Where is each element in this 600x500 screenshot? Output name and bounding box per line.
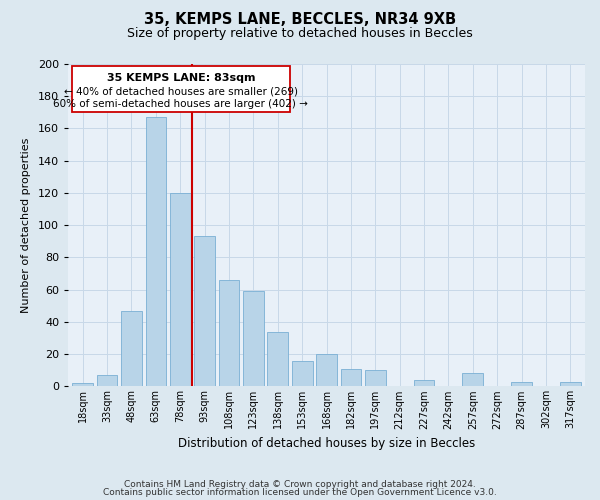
X-axis label: Distribution of detached houses by size in Beccles: Distribution of detached houses by size …	[178, 437, 475, 450]
Bar	[511, 382, 532, 386]
Bar	[121, 310, 142, 386]
FancyBboxPatch shape	[72, 66, 290, 112]
Bar	[414, 380, 434, 386]
Bar	[194, 236, 215, 386]
Text: 60% of semi-detached houses are larger (402) →: 60% of semi-detached houses are larger (…	[53, 100, 308, 110]
Bar	[292, 360, 313, 386]
Bar	[341, 368, 361, 386]
Bar	[243, 292, 264, 386]
Y-axis label: Number of detached properties: Number of detached properties	[21, 138, 31, 313]
Bar	[218, 280, 239, 386]
Bar	[73, 383, 93, 386]
Text: 35 KEMPS LANE: 83sqm: 35 KEMPS LANE: 83sqm	[107, 73, 255, 83]
Text: ← 40% of detached houses are smaller (269): ← 40% of detached houses are smaller (26…	[64, 86, 298, 97]
Text: Size of property relative to detached houses in Beccles: Size of property relative to detached ho…	[127, 28, 473, 40]
Bar	[463, 374, 483, 386]
Bar	[97, 375, 118, 386]
Text: Contains public sector information licensed under the Open Government Licence v3: Contains public sector information licen…	[103, 488, 497, 497]
Bar	[268, 332, 288, 386]
Text: 35, KEMPS LANE, BECCLES, NR34 9XB: 35, KEMPS LANE, BECCLES, NR34 9XB	[144, 12, 456, 28]
Text: Contains HM Land Registry data © Crown copyright and database right 2024.: Contains HM Land Registry data © Crown c…	[124, 480, 476, 489]
Bar	[146, 117, 166, 386]
Bar	[316, 354, 337, 386]
Bar	[170, 193, 191, 386]
Bar	[365, 370, 386, 386]
Bar	[560, 382, 581, 386]
